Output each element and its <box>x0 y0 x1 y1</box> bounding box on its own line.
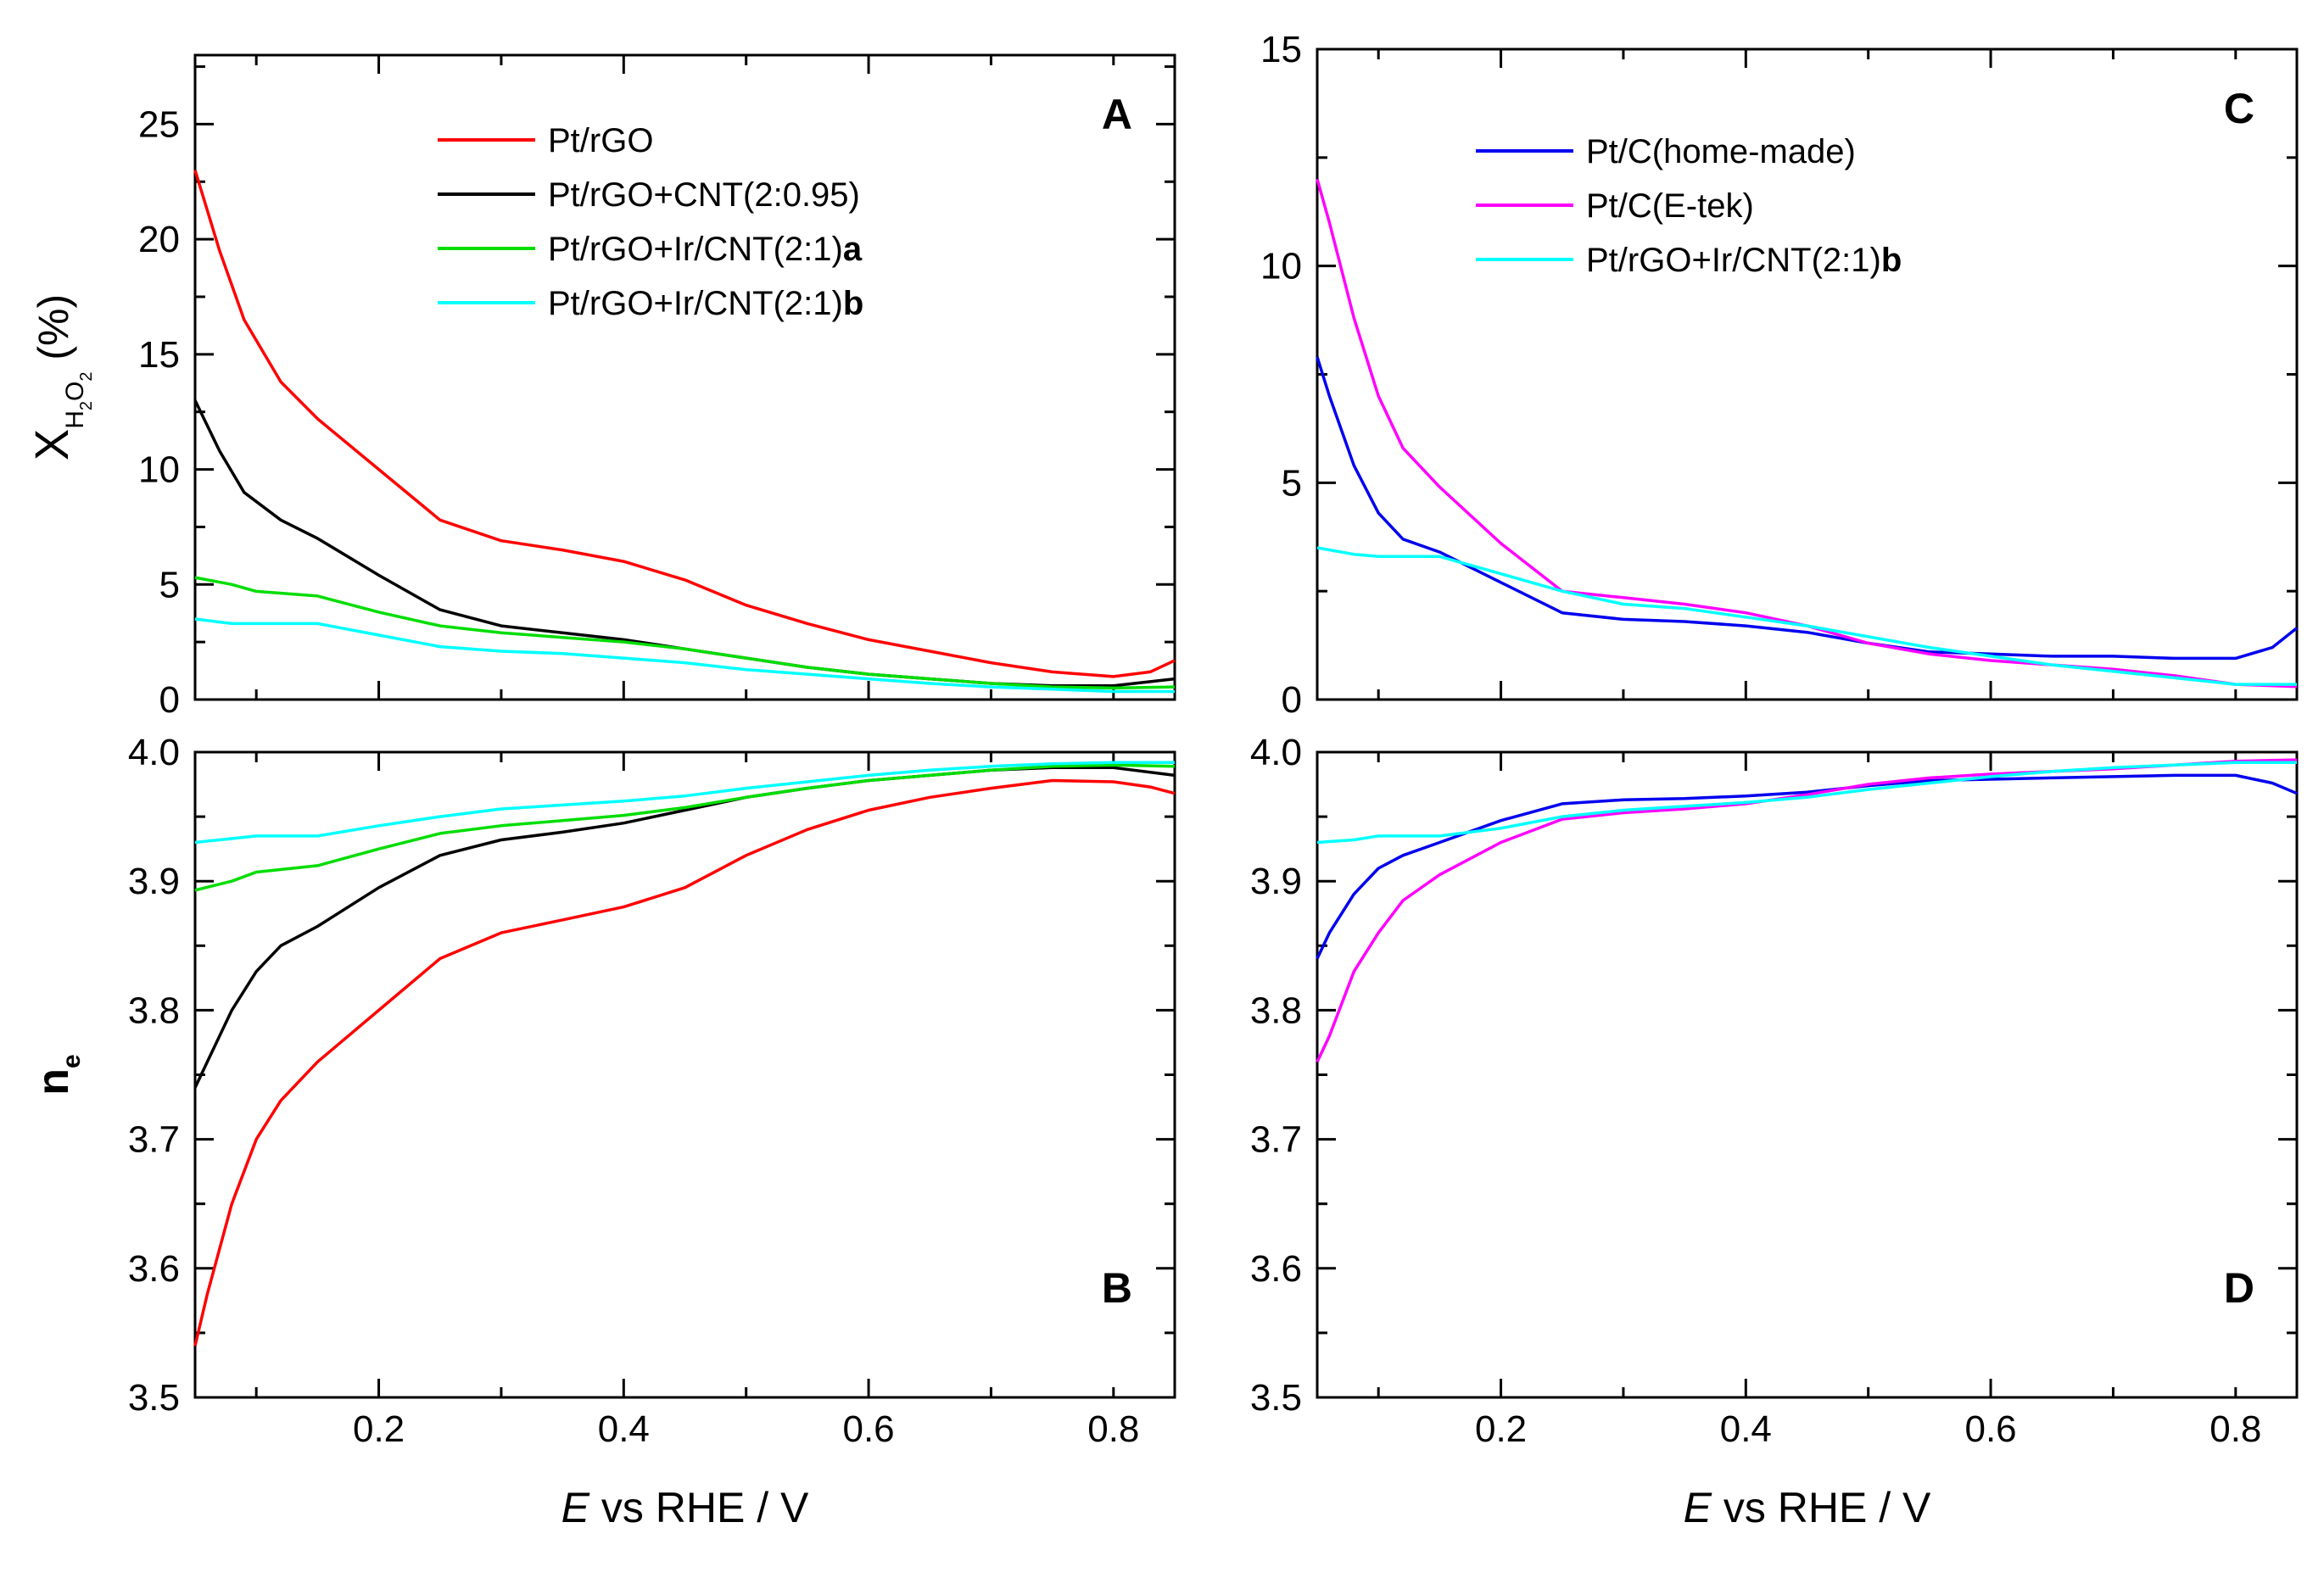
y-tick-label: 3.7 <box>128 1119 180 1161</box>
y-tick-label: 15 <box>138 334 180 376</box>
y-label-sub: e <box>58 1054 86 1068</box>
legend-a: Pt/rGO Pt/rGO+CNT(2:0.95) Pt/rGO+Ir/CNT(2:… <box>438 122 863 322</box>
x-label-italic: E <box>1684 1484 1712 1531</box>
legend-label: Pt/C(home-made) <box>1586 133 1856 170</box>
series-line-d-2 <box>1316 761 2297 845</box>
x-label-rest: vs RHE / V <box>589 1484 809 1531</box>
series-line-c-1 <box>1316 178 2298 689</box>
y-label-main: n <box>29 1068 78 1096</box>
legend-label: Pt/rGO+Ir/CNT(2:1)a <box>548 231 863 268</box>
x-tick-label: 0.6 <box>842 1408 894 1450</box>
x-tick-label: 0.4 <box>1720 1408 1772 1450</box>
y-tick-label: 3.5 <box>128 1377 180 1419</box>
y-tick-label: 3.5 <box>1250 1377 1302 1419</box>
panel-letter-c: C <box>2224 85 2254 132</box>
series-line-d-1 <box>1316 758 2298 1063</box>
y-label-main: X <box>25 429 78 460</box>
series-line-a-3 <box>194 617 1175 694</box>
x-tick-label: 0.8 <box>1087 1408 1139 1450</box>
series-line-a-0 <box>193 170 1176 678</box>
legend-label: Pt/rGO+Ir/CNT(2:1)b <box>1586 242 1902 279</box>
series-line-b-3 <box>194 761 1175 845</box>
x-label-rest: vs RHE / V <box>1712 1484 1931 1531</box>
y-tick-label: 25 <box>138 103 180 145</box>
panel-a-frame <box>193 53 1176 701</box>
legend-label-text: Pt/rGO+Ir/CNT(2:1) <box>548 231 843 268</box>
panel-letter-d: D <box>2224 1264 2254 1312</box>
legend-label: Pt/C(E-tek) <box>1586 187 1754 225</box>
y-tick-label: 4.0 <box>128 732 180 773</box>
legend-label-text: Pt/C(E-tek) <box>1586 187 1754 225</box>
y-tick-label: 0 <box>159 679 180 721</box>
x-label-italic: E <box>561 1484 590 1531</box>
y-tick-label: 15 <box>1260 29 1302 70</box>
panel-b: 3.5 3.6 3.7 3.8 3.9 4.0 0.2 0.4 0.6 0.8 Bne E vs RH… <box>29 732 1176 1531</box>
y-tick-label: 3.9 <box>128 861 180 902</box>
legend-c: Pt/C(home-made) Pt/C(E-tek) Pt/rGO+Ir/CNT(… <box>1476 133 1902 279</box>
legend-label: Pt/rGO+Ir/CNT(2:1)b <box>548 285 863 322</box>
legend-label-text: Pt/rGO+CNT(2:0.95) <box>548 176 860 214</box>
panel-c: 0 5 10 15 C Pt/C(home-made) Pt/C(E-tek) Pt/rGO+… <box>1260 29 2299 721</box>
y-label-sub: O <box>61 382 89 401</box>
legend-label-text: Pt/rGO <box>548 122 653 159</box>
y-tick-label: 3.6 <box>1250 1248 1302 1290</box>
legend-label-text: Pt/rGO+Ir/CNT(2:1) <box>1586 242 1881 279</box>
legend-label-bold: a <box>843 231 863 268</box>
y-tick-label: 10 <box>1260 246 1302 287</box>
y-tick-label: 4.0 <box>1250 732 1302 773</box>
legend-label-bold: b <box>843 285 863 322</box>
y-label-sub: 2 <box>77 372 96 382</box>
y-tick-label: 3.7 <box>1250 1119 1302 1161</box>
series-line-b-0 <box>193 778 1176 1347</box>
x-tick-label: 0.2 <box>1475 1408 1527 1450</box>
y-tick-label: 3.9 <box>1250 861 1302 902</box>
legend-label: Pt/rGO+CNT(2:0.95) <box>548 176 860 214</box>
x-tick-label: 0.6 <box>1964 1408 2016 1450</box>
y-tick-label: 3.8 <box>128 990 180 1031</box>
series-line-a-2 <box>194 576 1176 690</box>
series-line-c-0 <box>1316 356 2299 661</box>
y-tick-label: 0 <box>1282 679 1302 721</box>
series-line-a-1 <box>193 399 1176 688</box>
x-tick-label: 0.8 <box>2209 1408 2261 1450</box>
y-axis-label-a: XH2O2 (%) <box>25 294 96 460</box>
y-tick-label: 3.6 <box>128 1248 180 1290</box>
x-tick-label: 0.4 <box>598 1408 650 1450</box>
y-tick-label: 20 <box>138 219 180 260</box>
panel-b-frame <box>193 750 1176 1399</box>
y-tick-label: 5 <box>159 564 180 605</box>
series-line-b-2 <box>194 763 1176 892</box>
y-axis-label-b: ne <box>29 1054 86 1095</box>
panel-letter-a: A <box>1102 91 1132 138</box>
x-tick-label: 0.2 <box>353 1408 405 1450</box>
legend-label-bold: b <box>1881 242 1902 279</box>
legend-label-text: Pt/C(home-made) <box>1586 133 1856 170</box>
panel-d: 3.5 3.6 3.7 3.8 3.9 4.0 0.2 0.4 0.6 0.8 D E vs RHE … <box>1250 732 2299 1531</box>
legend-label: Pt/rGO <box>548 122 653 159</box>
series-line-c-2 <box>1316 546 2297 686</box>
panel-letter-b: B <box>1102 1264 1132 1312</box>
y-tick-label: 5 <box>1282 462 1302 504</box>
legend-label-text: Pt/rGO+Ir/CNT(2:1) <box>548 285 843 322</box>
panel-d-frame <box>1316 750 2299 1399</box>
y-label-sub: 2 <box>77 401 96 410</box>
x-axis-label-d: E vs RHE / V <box>1684 1484 1931 1531</box>
y-label-unit: (%) <box>30 294 77 372</box>
y-tick-label: 10 <box>138 449 180 491</box>
series-line-d-0 <box>1316 773 2298 960</box>
y-label-sub: H <box>61 410 89 429</box>
x-axis-label-b: E vs RHE / V <box>561 1484 809 1531</box>
y-tick-label: 3.8 <box>1250 990 1302 1031</box>
